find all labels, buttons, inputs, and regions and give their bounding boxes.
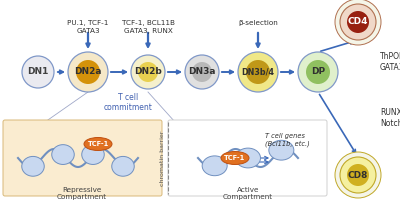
Ellipse shape: [82, 145, 104, 164]
Text: GATA3, RUNX: GATA3, RUNX: [124, 28, 172, 34]
Text: CD4: CD4: [348, 17, 368, 26]
Circle shape: [192, 62, 212, 82]
Text: Repressive
Compartment: Repressive Compartment: [57, 187, 107, 200]
Circle shape: [185, 55, 219, 89]
Circle shape: [340, 157, 376, 193]
Text: DN1: DN1: [27, 67, 49, 76]
Circle shape: [238, 52, 278, 92]
Circle shape: [335, 0, 381, 45]
Circle shape: [138, 62, 158, 82]
Text: DN3b/4: DN3b/4: [242, 67, 274, 76]
Ellipse shape: [221, 151, 249, 164]
Text: GATA3: GATA3: [76, 28, 100, 34]
Circle shape: [76, 60, 100, 84]
Circle shape: [22, 56, 54, 88]
Text: CD8: CD8: [348, 171, 368, 180]
Text: DN2a: DN2a: [74, 67, 102, 76]
Circle shape: [131, 55, 165, 89]
Ellipse shape: [202, 156, 227, 176]
Circle shape: [347, 11, 369, 33]
Text: Active
Compartment: Active Compartment: [223, 187, 273, 200]
Text: T cell
commitment: T cell commitment: [104, 93, 152, 112]
Text: chromatin barrier: chromatin barrier: [160, 130, 164, 186]
Ellipse shape: [22, 156, 44, 176]
FancyBboxPatch shape: [3, 120, 162, 196]
Circle shape: [340, 4, 376, 40]
Text: TCF-1: TCF-1: [224, 155, 246, 161]
Circle shape: [246, 60, 270, 84]
Circle shape: [298, 52, 338, 92]
Circle shape: [68, 52, 108, 92]
Ellipse shape: [236, 148, 260, 168]
Text: β-selection: β-selection: [238, 20, 278, 26]
Text: DP: DP: [311, 67, 325, 76]
Text: TCF-1, BCL11B: TCF-1, BCL11B: [122, 20, 174, 26]
Text: T cell genes
(Bcl11b, etc.): T cell genes (Bcl11b, etc.): [265, 133, 310, 147]
Circle shape: [335, 152, 381, 198]
Ellipse shape: [52, 145, 74, 164]
Text: DN3a: DN3a: [188, 67, 216, 76]
Ellipse shape: [112, 156, 134, 176]
Text: ThPOK
GATA3: ThPOK GATA3: [380, 52, 400, 72]
Text: TCF-1: TCF-1: [87, 141, 109, 147]
Ellipse shape: [269, 140, 294, 160]
Text: PU.1, TCF-1: PU.1, TCF-1: [67, 20, 109, 26]
Text: DN2b: DN2b: [134, 67, 162, 76]
Text: RUNX3
Notch: RUNX3 Notch: [380, 108, 400, 128]
Circle shape: [347, 164, 369, 186]
Circle shape: [306, 60, 330, 84]
FancyBboxPatch shape: [168, 120, 327, 196]
Ellipse shape: [84, 138, 112, 151]
